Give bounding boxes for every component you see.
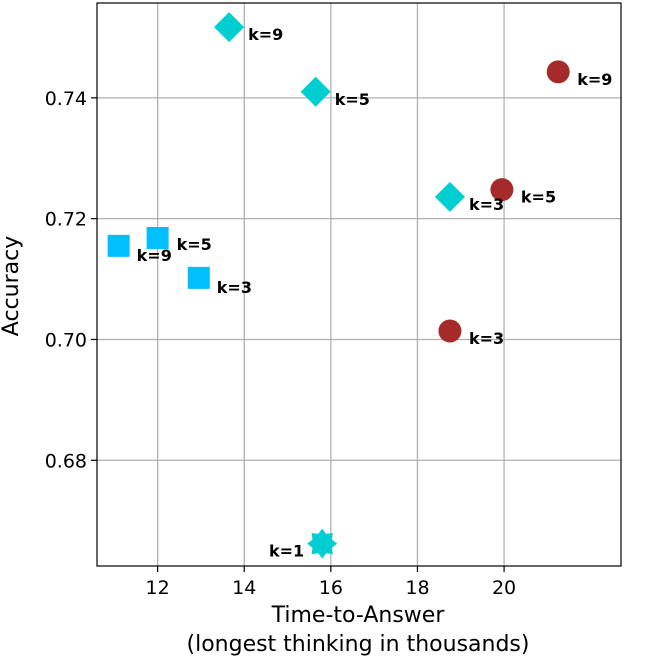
x-tick-label: 14 — [232, 577, 256, 599]
point-label: k=3 — [469, 329, 504, 348]
diamond-marker — [300, 76, 331, 107]
y-tick-label: 0.74 — [45, 88, 87, 110]
point-label: k=9 — [577, 70, 612, 89]
x-axis-ticks: 12 14 16 18 20 — [146, 566, 516, 599]
x-axis-label-line2: (longest thinking in thousands) — [187, 632, 530, 657]
y-axis-ticks: 0.68 0.70 0.72 0.74 — [45, 88, 97, 472]
x-tick-label: 20 — [492, 577, 516, 599]
circle-marker — [546, 60, 570, 84]
circle-marker — [438, 319, 462, 343]
point-label: k=9 — [248, 25, 283, 44]
x-tick-label: 16 — [319, 577, 343, 599]
point-labels: k=9 k=5 k=3 k=9 k=5 k=3 k=9 k=5 k=3 k=1 — [137, 25, 613, 560]
point-label: k=3 — [217, 278, 252, 297]
circle-marker — [490, 178, 514, 202]
square-marker — [107, 234, 130, 257]
diamond-marker — [214, 12, 245, 43]
y-tick-label: 0.68 — [45, 450, 87, 472]
point-label: k=5 — [521, 188, 556, 207]
y-axis-label: Accuracy — [0, 236, 24, 336]
x-axis-label: Time-to-Answer — [271, 603, 446, 628]
x-tick-label: 12 — [146, 577, 170, 599]
diamond-marker — [434, 181, 465, 212]
point-label: k=9 — [137, 246, 172, 265]
x-tick-label: 18 — [405, 577, 429, 599]
square-marker — [187, 266, 210, 289]
point-label: k=5 — [335, 90, 370, 109]
plot-frame — [96, 2, 622, 567]
y-tick-label: 0.70 — [45, 329, 87, 351]
point-label: k=3 — [469, 195, 504, 214]
gridlines — [97, 3, 621, 566]
point-label: k=5 — [177, 235, 212, 254]
point-label: k=1 — [269, 542, 304, 561]
data-points — [107, 12, 570, 559]
star-marker — [307, 528, 338, 559]
y-tick-label: 0.72 — [45, 209, 87, 231]
square-marker — [146, 226, 169, 249]
